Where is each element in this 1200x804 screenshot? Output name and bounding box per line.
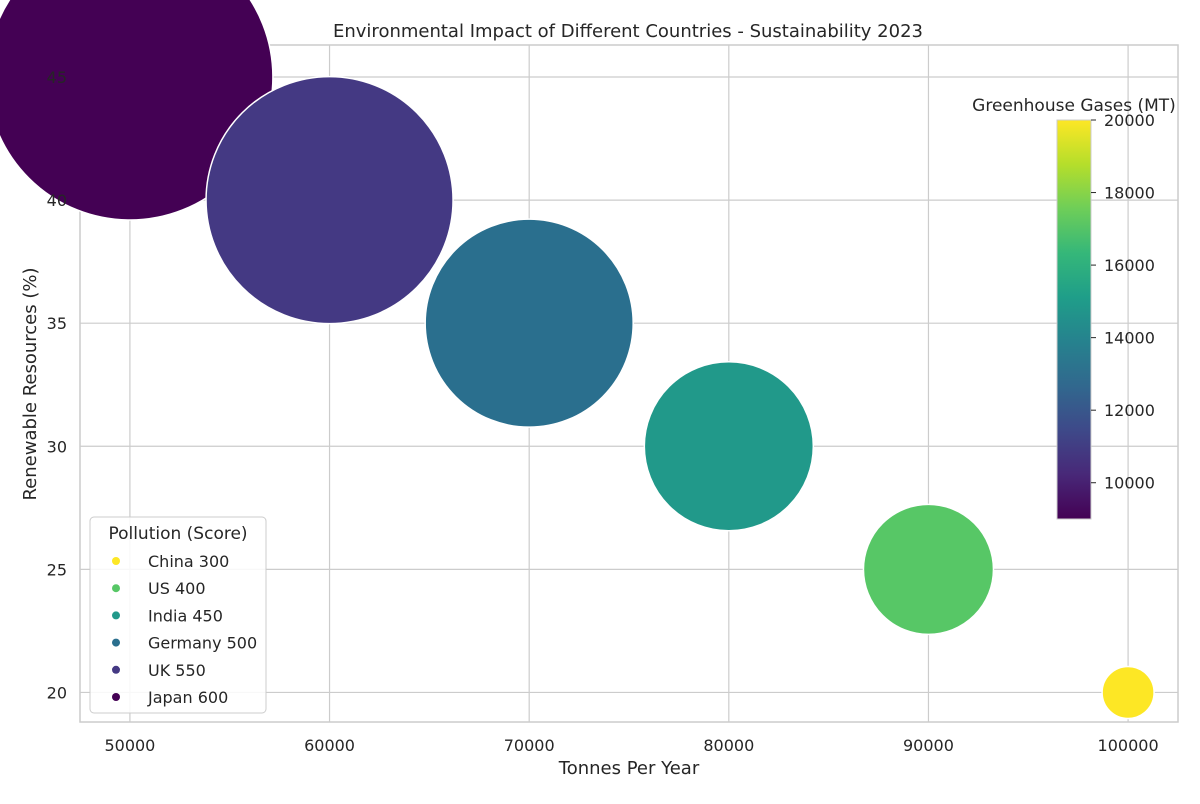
legend-entries: China 300 US 400 India 450 Germany 500 UK 55… <box>112 552 257 707</box>
colorbar-ticks: 10000 12000 14000 16000 18000 20000 <box>1091 111 1155 493</box>
y-tick-label: 30 <box>47 437 67 456</box>
y-axis-label: Renewable Resources (%) <box>20 267 41 500</box>
legend-label: Germany 500 <box>148 634 257 653</box>
y-tick-label: 20 <box>47 683 67 702</box>
legend-marker <box>112 638 120 647</box>
x-tick-label: 90000 <box>903 736 954 755</box>
x-tick-label: 60000 <box>304 736 355 755</box>
legend-title: Pollution (Score) <box>108 524 247 544</box>
data-point-us <box>862 503 995 636</box>
data-point-china <box>1101 665 1155 720</box>
plot-frame <box>79 44 1179 723</box>
data-points <box>0 0 1155 720</box>
colorbar-tick-label: 12000 <box>1104 401 1155 420</box>
data-point-uk <box>205 75 454 325</box>
data-point-india <box>643 361 815 532</box>
legend-marker <box>112 557 120 565</box>
chart-title: Environmental Impact of Different Countr… <box>333 21 923 42</box>
legend-label: UK 550 <box>148 661 206 680</box>
legend-marker <box>112 665 120 674</box>
axis-ticks: 50000 60000 70000 80000 90000 100000 20 25 30 35 4… <box>47 68 1159 755</box>
data-point-japan <box>0 0 274 221</box>
legend-marker <box>112 693 120 701</box>
colorbar-gradient <box>1056 119 1092 520</box>
colorbar-tick-label: 16000 <box>1104 256 1155 275</box>
x-tick-label: 70000 <box>504 736 555 755</box>
x-tick-label: 80000 <box>703 736 754 755</box>
y-tick-label: 35 <box>47 314 67 333</box>
colorbar-tick-label: 14000 <box>1104 329 1155 348</box>
legend-label: India 450 <box>148 606 223 625</box>
legend-label: US 400 <box>148 579 206 598</box>
x-tick-label: 50000 <box>104 736 155 755</box>
legend-label: China 300 <box>148 552 229 571</box>
colorbar: Greenhouse Gases (MT) 10000 12000 14000 160… <box>972 96 1176 520</box>
legend: Pollution (Score) China 300 US 400 India 4… <box>89 516 267 714</box>
y-tick-label: 25 <box>47 560 67 579</box>
y-tick-label: 45 <box>47 68 67 87</box>
colorbar-tick-label: 10000 <box>1104 474 1155 493</box>
colorbar-tick-label: 20000 <box>1104 111 1155 130</box>
colorbar-title: Greenhouse Gases (MT) <box>972 96 1176 116</box>
x-axis-label: Tonnes Per Year <box>558 758 700 779</box>
legend-marker <box>112 584 120 593</box>
legend-marker <box>112 611 120 620</box>
y-tick-label: 40 <box>47 191 67 210</box>
x-tick-label: 100000 <box>1098 736 1159 755</box>
legend-label: Japan 600 <box>147 688 228 707</box>
colorbar-tick-label: 18000 <box>1104 184 1155 203</box>
legend-frame <box>89 516 267 714</box>
data-point-germany <box>424 218 634 428</box>
